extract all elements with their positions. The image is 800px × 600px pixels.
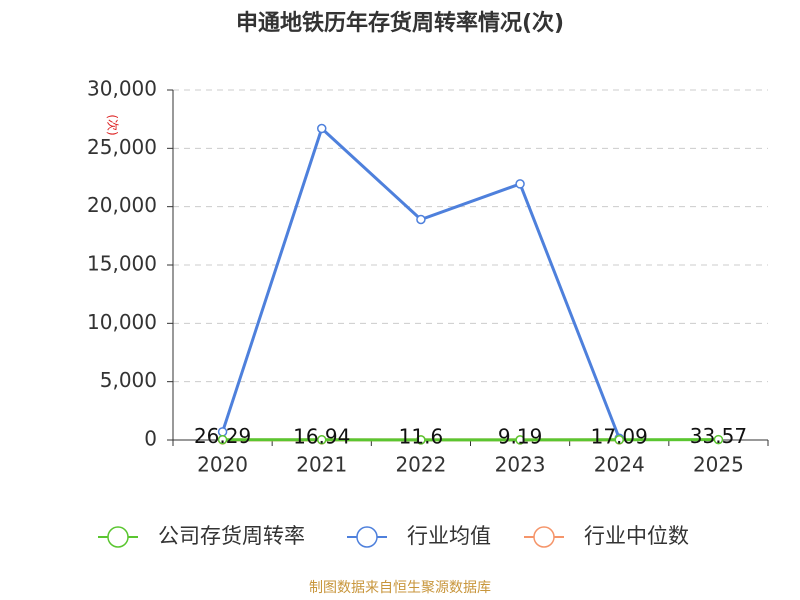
point — [416, 214, 426, 225]
legend-label: 公司存货周转率 — [158, 524, 305, 548]
x-tick-label: 2021 — [296, 453, 347, 477]
y-tick-label: 5,000 — [100, 368, 157, 392]
point — [416, 435, 426, 445]
y-tick-label: 30,000 — [87, 77, 157, 101]
chart-title: 申通地铁历年存货周转率情况(次) — [236, 10, 564, 36]
point — [217, 434, 228, 445]
y-tick-label: 20,000 — [87, 193, 157, 217]
value-label: 33.57 — [690, 424, 747, 448]
point — [515, 179, 525, 189]
y-tick-label: 0 — [144, 427, 157, 451]
legend-marker — [533, 526, 555, 548]
value-label: 17.09 — [591, 424, 648, 448]
point — [614, 435, 624, 445]
x-tick-label: 2024 — [594, 453, 645, 477]
y-tick-label: 25,000 — [87, 135, 157, 159]
point — [515, 435, 525, 445]
value-label: 16.94 — [293, 424, 350, 448]
point — [317, 435, 327, 445]
legend-marker — [107, 526, 129, 548]
source-note: 制图数据来自恒生聚源数据库 — [309, 580, 491, 596]
y-axis-label: (次) — [106, 114, 120, 135]
legend-marker — [356, 526, 378, 548]
y-tick-label: 15,000 — [87, 252, 157, 276]
point — [713, 434, 724, 445]
legend-label: 行业均值 — [407, 524, 491, 548]
x-tick-label: 2025 — [693, 453, 744, 477]
value-label: 9.19 — [498, 424, 543, 448]
legend-label: 行业中位数 — [584, 524, 689, 548]
value-label: 11.6 — [399, 424, 444, 448]
y-tick-label: 10,000 — [87, 310, 157, 334]
series-line — [221, 125, 621, 439]
x-tick-label: 2022 — [395, 453, 446, 477]
value-label: 26.29 — [194, 424, 251, 448]
point — [317, 123, 327, 134]
x-tick-label: 2023 — [495, 453, 546, 477]
x-tick-label: 2020 — [197, 453, 248, 477]
